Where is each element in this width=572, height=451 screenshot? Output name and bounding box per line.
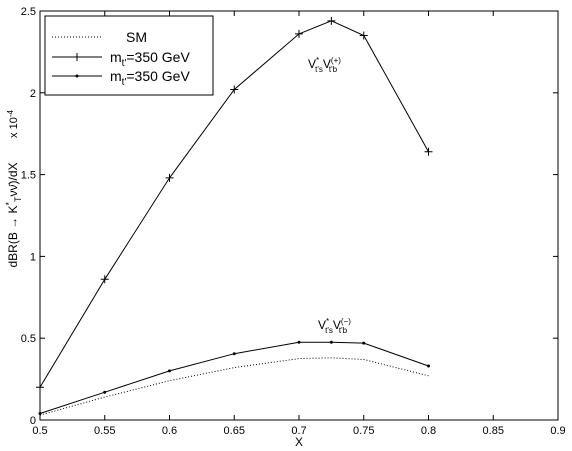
legend: SM mt'=350 GeV mt'=350 GeV	[44, 15, 214, 96]
series-line-2	[39, 341, 429, 414]
data-point-plus	[230, 85, 239, 94]
data-point-plus	[295, 29, 303, 38]
y-multiplier: x 10-4	[6, 110, 20, 138]
data-point-dot	[38, 411, 42, 415]
x-tick-label: 0.9	[550, 425, 565, 437]
legend-label-sm: SM	[126, 29, 147, 45]
x-tick-label: 0.6	[162, 425, 177, 437]
legend-marker-plus	[73, 53, 81, 61]
legend-box	[44, 15, 214, 96]
x-tick-label: 0.75	[353, 425, 374, 437]
y-tick-label: 2.5	[21, 6, 36, 18]
y-tick-label: 1	[30, 251, 36, 263]
series-line-1	[39, 20, 429, 388]
data-point-dot	[103, 390, 107, 394]
data-point-dot	[329, 340, 333, 344]
y-axis-label: dBR(B → K*Tνν̄)/dX	[4, 162, 23, 267]
data-point-dot	[362, 341, 366, 345]
data-point-dot	[427, 364, 430, 368]
data-point-plus	[165, 173, 174, 182]
data-point-plus	[100, 275, 109, 284]
x-tick-label: 0.8	[421, 425, 436, 437]
x-tick-label: 0.55	[94, 425, 115, 437]
legend-marker-dot	[75, 74, 79, 78]
x-tick-label: 0.65	[224, 425, 245, 437]
x-tick-label: 0.7	[291, 425, 306, 437]
legend-label-dot: mt'=350 GeV	[110, 68, 190, 88]
series-line-0	[39, 357, 429, 416]
data-point-dot	[297, 340, 301, 344]
data-point-plus	[424, 147, 433, 156]
series-group	[36, 16, 433, 416]
data-point-dot	[168, 369, 171, 373]
data-point-plus	[36, 383, 44, 392]
data-point-plus	[359, 31, 368, 40]
y-tick-label: 0	[30, 415, 36, 427]
y-tick-label: 1.5	[21, 170, 36, 182]
y-tick-label: 0.5	[21, 333, 36, 345]
plus-curve-annotation: V* t'sV(+) t'b	[308, 56, 341, 74]
svg-text:x 10-4: x 10-4	[6, 110, 20, 138]
data-point-plus	[327, 16, 336, 25]
y-tick-label: 2	[30, 88, 36, 100]
legend-label-plus: mt'=350 GeV	[110, 49, 190, 69]
minus-curve-annotation: V* t'sV(−) t'b	[318, 317, 351, 335]
axis-ticks: 0.5 0.55 0.6 0.65 0.7 0.75 0.8 0.85 0.900.511.52…	[21, 6, 566, 437]
x-tick-label: 0.5	[32, 425, 47, 437]
data-point-dot	[232, 352, 236, 356]
svg-text:dBR(B → K*Tνν̄)/dX: dBR(B → K*Tνν̄)/dX	[4, 162, 23, 267]
x-axis-label: X	[295, 435, 303, 449]
x-tick-label: 0.85	[483, 425, 504, 437]
